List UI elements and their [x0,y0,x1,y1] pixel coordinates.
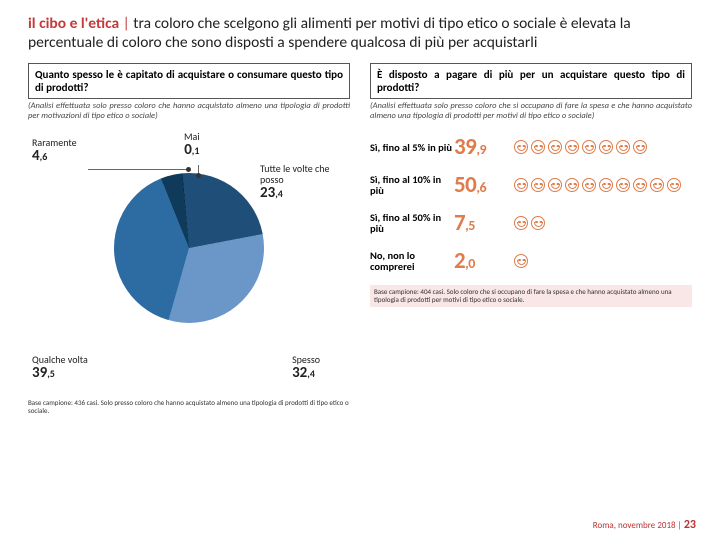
row-label: Sì, fino al 50% in più [370,212,454,235]
smiley-icon [650,178,664,192]
smiley-icon [548,178,562,192]
smiley-icon [582,140,596,154]
smiley-icon [599,140,613,154]
smiley-icon [514,140,528,154]
footer-place: Roma, novembre 2018 [593,520,676,531]
row-value: 7,5 [454,209,514,237]
bar-list: Sì, fino al 5% in più39,9Sì, fino al 10%… [370,133,692,275]
right-subnote: (Analisi effettuata solo presso coloro c… [370,102,692,122]
smiley-icons [514,216,684,230]
left-subnote: (Analisi effettuata solo presso coloro c… [28,102,350,122]
row-label: No, non lo comprerei [370,250,454,273]
right-base: Base campione: 404 casi. Solo coloro che… [370,285,692,307]
right-question: È disposto a pagare di più per un acquis… [370,63,692,99]
pie-label-mai: Mai 0,1 [184,131,200,159]
smiley-icons [514,178,684,192]
smiley-icon [514,216,528,230]
smiley-icon [616,140,630,154]
smiley-icon [599,178,613,192]
footer-sep: | [678,520,682,531]
value-row: Sì, fino al 10% in più50,6 [370,171,692,199]
value-row: Sì, fino al 5% in più39,9 [370,133,692,161]
smiley-icon [667,178,681,192]
row-label: Sì, fino al 10% in più [370,174,454,197]
title-rest: tra coloro che scelgono gli alimenti per… [28,14,631,52]
left-panel: Quanto spesso le è capitato di acquistar… [28,63,350,416]
slide-footer: Roma, novembre 2018 | 23 [593,518,696,532]
pie-label-qualche: Qualche volta 39,5 [32,354,88,382]
smiley-icon [531,178,545,192]
smiley-icons [514,140,684,154]
smiley-icon [633,140,647,154]
pie-chart: Mai 0,1 Raramente 4,6 Tutte le volte che… [28,133,350,393]
title-sep: | [123,14,130,33]
slide-title: il cibo e l'etica | tra coloro che scelg… [28,14,692,53]
row-value: 2,0 [454,247,514,275]
smiley-icon [633,178,647,192]
smiley-icon [531,216,545,230]
row-value: 50,6 [454,171,514,199]
right-panel: È disposto a pagare di più per un acquis… [370,63,692,416]
smiley-icons [514,254,684,268]
page-number: 23 [684,518,696,532]
pie-label-tutte: Tutte le volte che posso 23,4 [260,163,350,202]
value-row: Sì, fino al 50% in più7,5 [370,209,692,237]
pie-label-raramente: Raramente 4,6 [32,137,77,165]
title-bold: il cibo e l'etica [28,14,119,33]
value-row: No, non lo comprerei2,0 [370,247,692,275]
row-label: Sì, fino al 5% in più [370,142,454,154]
left-base: Base campione: 436 casi. Solo presso col… [28,399,350,415]
smiley-icon [548,140,562,154]
pie-label-spesso: Spesso 32,4 [292,354,320,382]
smiley-icon [531,140,545,154]
row-value: 39,9 [454,133,514,161]
smiley-icon [582,178,596,192]
left-question: Quanto spesso le è capitato di acquistar… [28,63,350,99]
smiley-icon [514,178,528,192]
smiley-icon [616,178,630,192]
smiley-icon [514,254,528,268]
smiley-icon [565,140,579,154]
smiley-icon [565,178,579,192]
